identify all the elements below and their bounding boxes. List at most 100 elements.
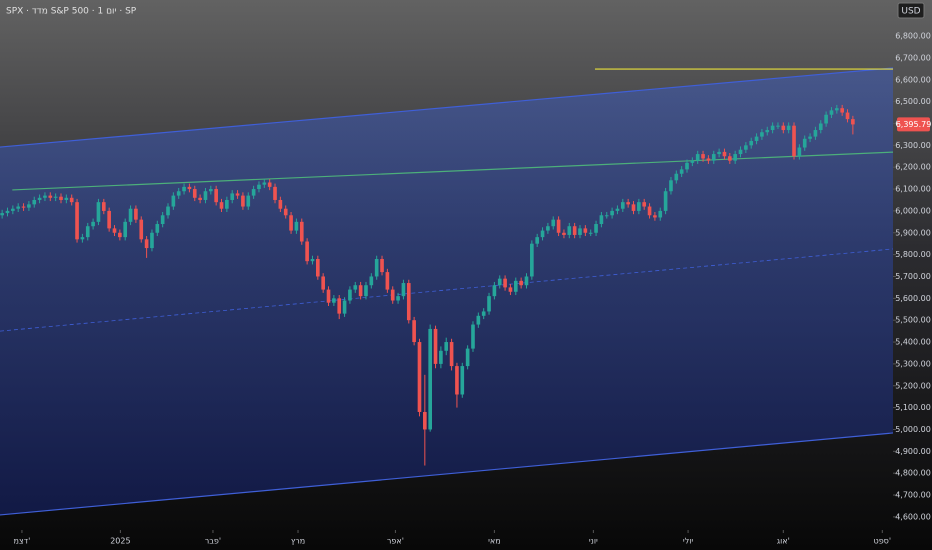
candle-body [364,285,368,297]
candle-body [37,197,42,200]
candle-body [530,243,534,277]
candle-body [150,232,154,249]
candle-body [96,202,101,222]
candle-body [835,108,839,111]
candle-body [374,258,379,277]
candle-body [59,196,63,200]
x-tick-label: יולי [683,537,694,546]
candle-body [321,276,325,290]
candle-body [738,149,743,155]
candle-body [551,219,556,227]
y-tick-label: 6,000.00 [895,206,931,215]
candle-body [214,189,218,203]
currency-box[interactable] [897,2,925,19]
candle-body [337,298,342,314]
candle-body [43,195,47,198]
channel-upper [0,67,894,148]
candle-body [75,202,79,240]
candle-body [765,130,770,133]
x-tick-label: אפר' [387,537,404,546]
x-tick-label: ספט' [874,537,892,546]
candle-body [653,215,657,218]
candle-body [802,138,807,148]
candle-body [385,272,390,290]
candle-body [439,350,443,364]
candle-body [85,226,90,238]
candle-body [770,125,775,131]
candle-body [663,191,668,211]
candle-body [144,239,149,249]
candle-body [91,221,95,227]
candle-body [139,219,144,240]
candle-body [326,289,331,303]
candle-body [310,258,315,262]
candle-body [166,206,170,216]
candle-body [508,287,513,292]
y-tick-label: 4,900.00 [895,447,931,456]
candle-body [16,206,21,209]
candle-body [679,169,684,174]
last-price-box [897,117,930,132]
candle-body [182,186,186,192]
candle-body [567,226,572,235]
candle-body [615,208,620,211]
candle-body [642,202,647,207]
candle-body [481,311,486,316]
currency[interactable]: USD [901,7,920,17]
candle-body [69,197,74,203]
candle-body [251,189,256,196]
candle-body [701,154,705,159]
candle-body [749,140,754,146]
candle-body [722,151,727,157]
candle-body [556,219,561,233]
candle-body [171,195,176,207]
candle-body [797,147,802,157]
candle-body [711,154,716,161]
y-tick-label: 6,600.00 [895,75,931,84]
y-tick-label: 5,400.00 [895,338,931,347]
candle-body [513,280,518,292]
candle-body [406,283,411,321]
candle-body [332,298,336,303]
candle-body [631,204,636,211]
candle-body [455,366,459,395]
candle-body [433,328,438,364]
candle-body [578,228,582,235]
candle-body [792,125,796,157]
candle-body [187,186,192,190]
candle-body [219,202,224,209]
candle-body [198,197,202,200]
x-tick-label: פבר' [205,537,221,546]
candle-body [562,232,566,235]
candle-body [647,206,652,216]
candle-body [754,136,759,141]
candle-body [717,151,721,155]
candle-body [808,136,812,139]
candle-body [230,193,235,200]
candle-body [818,123,823,131]
candle-body [626,202,630,205]
candle-body [599,215,604,225]
candle-body [48,195,53,198]
y-tick-label: 6,800.00 [895,32,931,41]
y-tick-label: 5,800.00 [895,250,931,259]
candle-body [134,208,138,220]
candle-body [246,195,251,207]
candle-body [428,328,433,430]
candle-body [21,206,26,208]
last-price-label: 6,395.79 [896,120,932,129]
candle-body [155,224,160,233]
y-tick-label: 6,300.00 [895,141,931,150]
candle-body [283,208,288,216]
candle-body [273,186,277,200]
candle-body [396,296,400,301]
candle-body [107,210,111,229]
candle-body [316,258,320,277]
candle-body [497,278,502,286]
y-tick-label: 4,600.00 [895,512,931,521]
candle-body [294,221,299,231]
candle-body [572,226,577,235]
candle-body [80,237,85,240]
y-tick-label: 5,300.00 [895,359,931,368]
